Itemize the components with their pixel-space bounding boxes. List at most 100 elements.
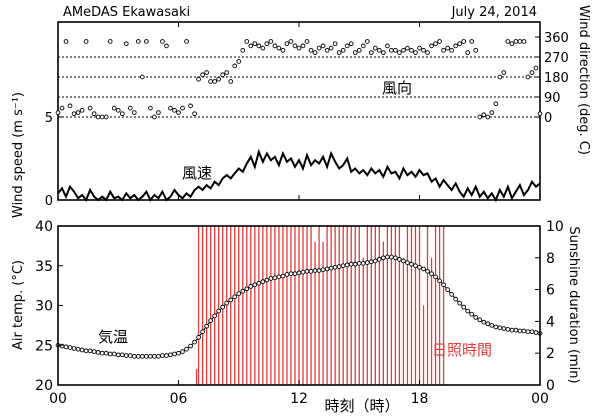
air-temp-tick-label: 30 xyxy=(35,299,53,315)
wind-direction-point xyxy=(336,50,342,55)
air-temp-point xyxy=(59,343,65,349)
air-temp-point xyxy=(312,268,318,273)
wind-direction-point xyxy=(292,43,298,49)
wind-direction-point xyxy=(240,47,246,53)
air-temp-point xyxy=(481,319,487,325)
wind-direction-tick-label: 270 xyxy=(544,51,569,66)
wind-direction-point xyxy=(176,110,181,115)
wind-direction-point xyxy=(192,111,197,117)
wind-direction-point xyxy=(296,45,302,51)
time-axis-ticks: 00 06 12 18 00 xyxy=(49,22,549,407)
wind-direction-point xyxy=(401,47,406,53)
wind-direction-point xyxy=(212,79,217,84)
wind-direction-point xyxy=(200,72,205,78)
wind-direction-point xyxy=(372,45,378,51)
wind-direction-point xyxy=(107,39,113,44)
wind-direction-point xyxy=(389,47,394,53)
air-temp-point xyxy=(280,273,286,279)
wind-direction-point xyxy=(220,72,226,78)
wind-direction-point xyxy=(469,39,475,44)
air-temp-point xyxy=(160,353,165,358)
air-temp-point xyxy=(144,354,149,359)
wind-direction-point xyxy=(356,47,362,53)
time-tick-label: 12 xyxy=(290,391,308,407)
air-temp-point xyxy=(437,278,442,284)
air-temp-point xyxy=(352,261,358,267)
air-temp-point xyxy=(469,311,475,317)
air-temp-point xyxy=(228,297,234,303)
air-temp-tick-label: 20 xyxy=(35,378,53,394)
wind-direction-point xyxy=(352,50,358,55)
wind-direction-axis-label: Wind direction (deg. C) xyxy=(576,5,591,155)
air-temp-point xyxy=(316,268,322,273)
air-temp-point xyxy=(368,259,374,265)
air-temp-point xyxy=(344,262,350,268)
wind-direction-point xyxy=(505,39,511,44)
air-temp-point xyxy=(240,288,246,294)
air-temp-point xyxy=(248,284,254,289)
wind-direction-point xyxy=(148,105,153,111)
wind-direction-point xyxy=(172,107,177,113)
air-temp-point xyxy=(232,294,238,300)
air-temp-point xyxy=(216,308,222,314)
wind-direction-point xyxy=(433,41,438,47)
air-temp-point xyxy=(63,344,69,350)
wind-direction-point xyxy=(320,43,326,49)
wind-direction-point xyxy=(312,50,318,55)
wind-direction-point xyxy=(232,63,238,69)
wind-direction-point xyxy=(140,74,145,80)
air-temp-point xyxy=(67,345,73,350)
air-temp-point xyxy=(513,327,519,333)
air-temp-point xyxy=(192,339,197,345)
air-temp-point xyxy=(405,260,410,265)
wind-direction-point xyxy=(228,79,234,84)
air-temp-point xyxy=(204,323,209,329)
wind-direction-point xyxy=(537,111,543,117)
wind-direction-point xyxy=(368,50,374,55)
wind-direction-grid xyxy=(58,56,540,118)
time-tick-label: 18 xyxy=(411,391,429,407)
air-temp-point xyxy=(236,291,242,296)
sunshine-bars xyxy=(195,226,445,385)
air-temp-point xyxy=(256,280,262,286)
sunshine-series-label: 日照時間 xyxy=(432,341,492,359)
air-temp-point xyxy=(340,263,346,269)
wind-direction-point xyxy=(533,65,539,71)
wind-direction-point xyxy=(236,59,242,64)
wind-direction-point xyxy=(224,70,230,75)
sunshine-tick-label: 4 xyxy=(546,314,555,330)
wind-direction-point xyxy=(131,110,137,115)
air-temp-point xyxy=(529,329,535,335)
air-temp-series-label: 気温 xyxy=(98,328,128,346)
air-temp-point xyxy=(220,304,226,310)
sunshine-axis-label: Sunshine duration (min) xyxy=(566,226,581,383)
wind-direction-point xyxy=(465,50,471,55)
wind-direction-series-label: 風向 xyxy=(382,79,412,97)
wind-direction-point xyxy=(244,39,250,44)
air-temp-point xyxy=(292,271,298,277)
air-temp-points xyxy=(55,254,543,359)
wind-speed-axis-label: Wind speed (m s⁻¹) xyxy=(11,92,26,218)
air-temp-point xyxy=(445,287,450,292)
air-temp-point xyxy=(95,350,101,355)
wind-direction-point xyxy=(144,39,149,44)
air-temp-point xyxy=(501,326,507,331)
wind-direction-point xyxy=(473,47,479,53)
air-temp-point xyxy=(127,353,133,358)
air-temp-point xyxy=(505,327,511,332)
wind-direction-point xyxy=(59,105,65,111)
wind-direction-point xyxy=(55,110,61,115)
air-temp-point xyxy=(180,349,185,354)
wind-direction-point xyxy=(413,50,418,55)
air-temp-point xyxy=(71,346,77,351)
air-temp-point xyxy=(176,350,181,356)
sunshine-tick-label: 6 xyxy=(546,283,555,299)
wind-direction-point xyxy=(429,43,434,49)
air-temp-point xyxy=(409,261,414,267)
air-temp-point xyxy=(441,282,446,288)
wind-direction-point xyxy=(316,45,322,51)
air-temp-point xyxy=(401,258,406,264)
wind-direction-point xyxy=(95,114,101,120)
wind-direction-tick-label: 90 xyxy=(544,91,561,106)
